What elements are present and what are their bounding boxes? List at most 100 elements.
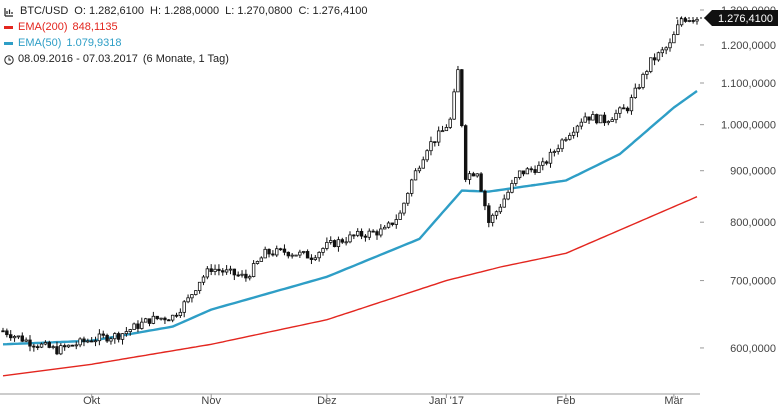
candle: [367, 228, 371, 241]
candle: [510, 179, 514, 194]
candle: [313, 254, 317, 262]
candle: [691, 19, 695, 24]
candle-body-up: [170, 314, 175, 321]
candle: [228, 265, 233, 275]
candle: [379, 224, 383, 238]
candle-body-up: [598, 114, 603, 124]
candle: [475, 173, 479, 178]
candle: [201, 275, 206, 286]
x-tick-label: Okt: [83, 395, 100, 407]
candle: [217, 264, 221, 276]
candles-layer: [1, 16, 699, 356]
candle: [371, 229, 375, 233]
candle: [676, 19, 680, 36]
candle-body-up: [679, 18, 684, 26]
ema200-value: 848,1135: [72, 21, 118, 33]
candle-body-up: [409, 179, 414, 194]
candle-body-down: [62, 345, 67, 348]
y-tick-label: 900,0000: [730, 166, 776, 178]
candle: [394, 214, 398, 229]
y-tick-label: 700,0000: [730, 276, 776, 288]
candle-body-up: [494, 211, 499, 216]
candle-body-up: [552, 151, 557, 153]
candle: [282, 244, 287, 256]
candle-body-up: [406, 192, 410, 204]
candle-body-up: [649, 57, 653, 72]
candle: [194, 290, 198, 296]
candle-body-up: [676, 24, 680, 35]
candle: [221, 268, 225, 276]
candle-body-up: [336, 239, 341, 248]
candle: [224, 265, 229, 275]
candle-body-up: [641, 73, 645, 88]
candle-body-down: [483, 190, 487, 207]
candle-body-down: [209, 268, 213, 272]
candle-body-down: [55, 346, 59, 355]
candle-body-up: [448, 118, 452, 128]
candle: [602, 112, 607, 126]
candle: [209, 264, 213, 276]
y-tick-label: 1.200,0000: [721, 40, 776, 52]
candle-body-up: [579, 121, 584, 127]
last-price-label: 1.276,4100: [718, 13, 773, 25]
candle-body-up: [548, 151, 553, 164]
candle-body-down: [47, 342, 51, 348]
candle-body-down: [305, 251, 310, 259]
candle-body-up: [12, 336, 17, 339]
candle: [440, 125, 445, 133]
candle: [494, 210, 499, 220]
candle: [375, 229, 379, 240]
candle-body-up: [143, 318, 148, 323]
candle: [463, 124, 468, 183]
high-value: H: 1.288,0000: [150, 5, 220, 17]
candle: [12, 334, 17, 342]
y-tick-label: 1.000,0000: [721, 120, 776, 132]
candle-body-up: [502, 198, 506, 208]
candle: [263, 246, 267, 259]
candle: [587, 116, 591, 125]
candle-body-up: [124, 331, 129, 335]
candle: [24, 337, 28, 343]
candle-body-up: [425, 150, 429, 161]
candle: [140, 317, 144, 330]
candle-body-down: [622, 107, 626, 110]
x-tick-label: Jan '17: [429, 395, 464, 407]
candle: [664, 46, 668, 55]
candle: [55, 341, 59, 356]
candle-body-up: [93, 340, 98, 343]
candle-body-up: [39, 343, 44, 348]
candle-body-down: [232, 268, 237, 276]
chart-legend: BTC/USD O: 1.282,6100 H: 1.288,0000 L: 1…: [4, 3, 374, 67]
candle: [467, 170, 472, 185]
candle: [278, 247, 283, 251]
candle-body-up: [224, 269, 229, 273]
candle: [656, 51, 661, 62]
candle-body-up: [213, 268, 217, 272]
candle-body-up: [24, 339, 28, 342]
candle-body-up: [140, 321, 144, 329]
last-price-marker: 1.276,4100: [676, 9, 778, 26]
candle: [672, 31, 676, 44]
ohlc-row: BTC/USD O: 1.282,6100 H: 1.288,0000 L: 1…: [4, 3, 374, 19]
candle-body-down: [147, 318, 152, 324]
candle: [564, 136, 568, 142]
candle: [93, 336, 98, 347]
candle: [487, 203, 491, 228]
candle: [109, 336, 113, 345]
candle: [255, 260, 260, 265]
candle: [483, 189, 487, 211]
candle: [479, 172, 483, 192]
candle: [186, 294, 190, 304]
candle: [525, 167, 530, 175]
candle: [568, 132, 572, 141]
candle-body-up: [402, 202, 406, 214]
candle-body-down: [9, 334, 13, 339]
candle-body-up: [325, 241, 329, 249]
candle: [610, 117, 614, 122]
candle: [36, 344, 40, 351]
candle-body-down: [217, 268, 221, 272]
candle: [456, 65, 460, 93]
candle-body-up: [109, 338, 113, 342]
candle: [533, 165, 537, 175]
candle: [356, 228, 360, 238]
